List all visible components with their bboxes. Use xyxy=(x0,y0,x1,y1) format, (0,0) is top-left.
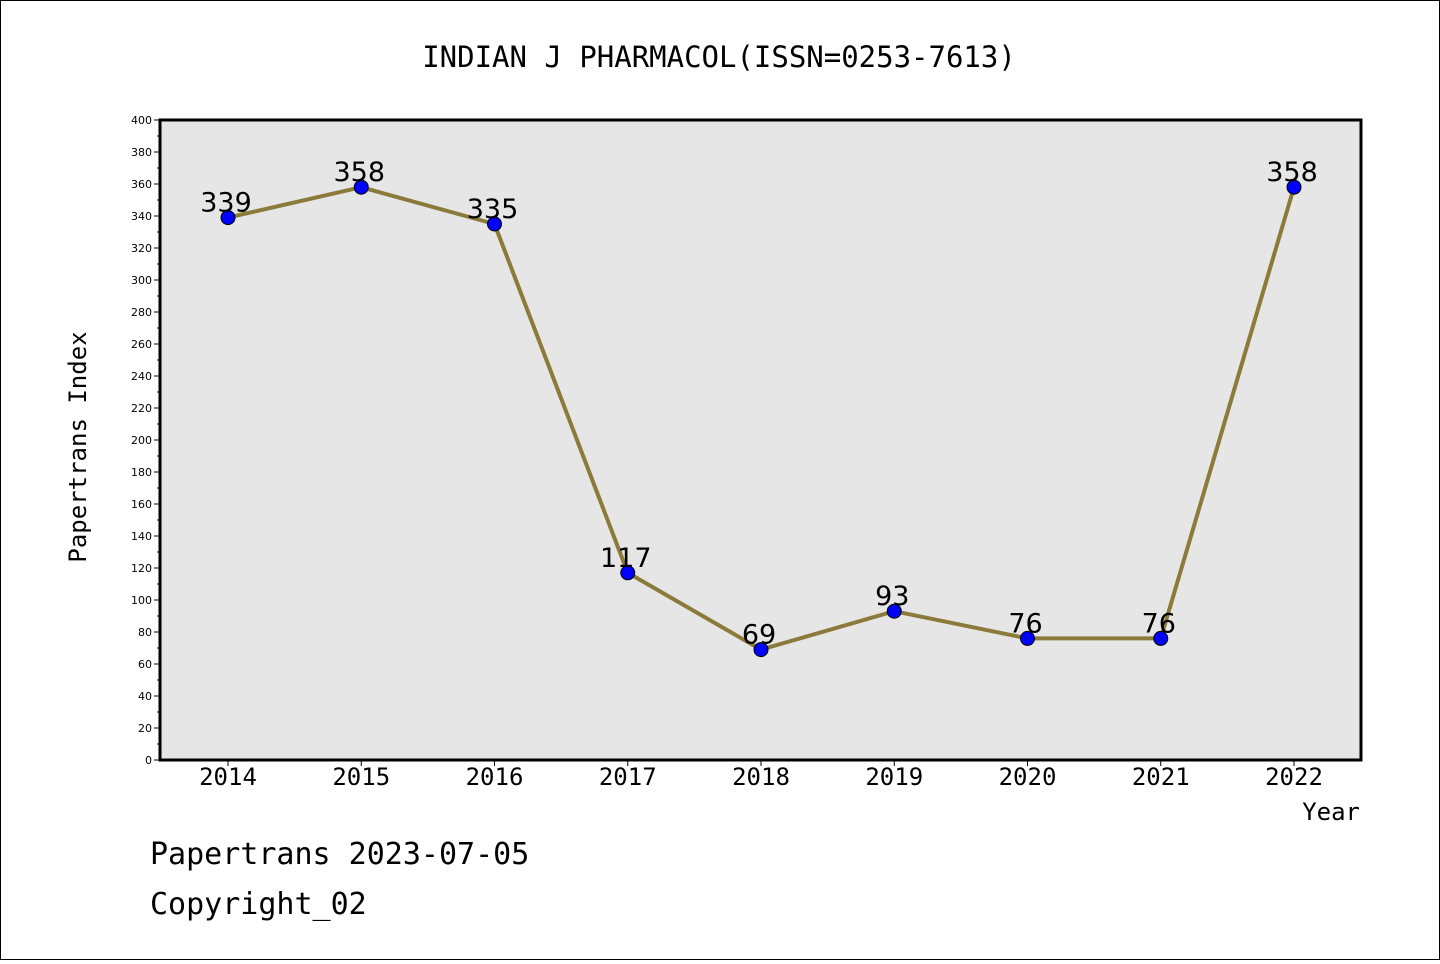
y-tick-label: 160 xyxy=(131,498,152,511)
data-label: 335 xyxy=(467,194,519,225)
x-tick-label: 2022 xyxy=(1265,763,1323,791)
data-label: 76 xyxy=(1142,608,1176,639)
x-tick-label: 2016 xyxy=(466,763,524,791)
data-point xyxy=(220,210,236,226)
y-tick-label: 100 xyxy=(131,594,152,607)
data-label: 358 xyxy=(333,157,385,188)
x-tick-label: 2017 xyxy=(599,763,657,791)
y-tick-label: 20 xyxy=(138,722,152,735)
data-labels: 339 358 335 117 69 93 76 76 358 xyxy=(200,157,1318,650)
footer-date: Papertrans 2023-07-05 xyxy=(150,837,529,872)
data-label: 69 xyxy=(742,620,776,651)
y-tick-label: 0 xyxy=(145,754,152,767)
data-label: 339 xyxy=(200,188,252,219)
data-label: 358 xyxy=(1266,157,1318,188)
data-point xyxy=(353,179,369,195)
footer-copyright: Copyright_02 xyxy=(150,887,367,922)
data-point xyxy=(1020,630,1035,646)
data-point xyxy=(487,216,502,232)
y-tick-label: 400 xyxy=(131,114,152,127)
y-tick-label: 200 xyxy=(131,434,152,447)
x-tick-label: 2020 xyxy=(999,763,1057,791)
y-tick-label: 80 xyxy=(138,626,152,639)
x-tick-label: 2019 xyxy=(865,763,923,791)
data-point xyxy=(1153,630,1169,646)
y-tick-label: 140 xyxy=(131,530,152,543)
y-tick-label: 180 xyxy=(131,466,152,479)
x-tick-label: 2015 xyxy=(332,763,390,791)
data-point xyxy=(620,565,636,581)
y-axis-title: Papertrans Index xyxy=(64,331,92,562)
series-line-group xyxy=(220,179,1302,658)
y-tick-label: 260 xyxy=(131,338,152,351)
data-label: 93 xyxy=(875,581,909,612)
x-axis-title: Year xyxy=(1302,798,1360,826)
data-label: 117 xyxy=(600,543,652,574)
plot-area xyxy=(158,118,1363,762)
data-point xyxy=(1286,179,1302,195)
y-tick-label: 320 xyxy=(131,242,152,255)
x-axis: 2014 2015 2016 2017 2018 2019 2020 2021 2022 xyxy=(199,760,1323,791)
y-tick-label: 60 xyxy=(138,658,152,671)
data-label: 76 xyxy=(1008,608,1042,639)
y-tick-label: 280 xyxy=(131,306,152,319)
y-tick-label: 240 xyxy=(131,370,152,383)
data-point xyxy=(753,642,769,658)
y-tick-label: 220 xyxy=(131,402,152,415)
y-tick-label: 40 xyxy=(138,690,152,703)
y-axis: 0 20 40 60 80 100 120 140 160 180 200 220 240 260 280 3… xyxy=(131,114,160,767)
y-tick-label: 360 xyxy=(131,178,152,191)
y-tick-label: 120 xyxy=(131,562,152,575)
x-tick-label: 2014 xyxy=(199,763,257,791)
x-tick-label: 2021 xyxy=(1132,763,1190,791)
data-point xyxy=(886,603,902,619)
y-tick-label: 300 xyxy=(131,274,152,287)
chart-title: INDIAN J PHARMACOL(ISSN=0253-7613) xyxy=(422,40,1016,74)
y-tick-label: 340 xyxy=(131,210,152,223)
y-tick-label: 380 xyxy=(131,146,152,159)
x-tick-label: 2018 xyxy=(732,763,790,791)
